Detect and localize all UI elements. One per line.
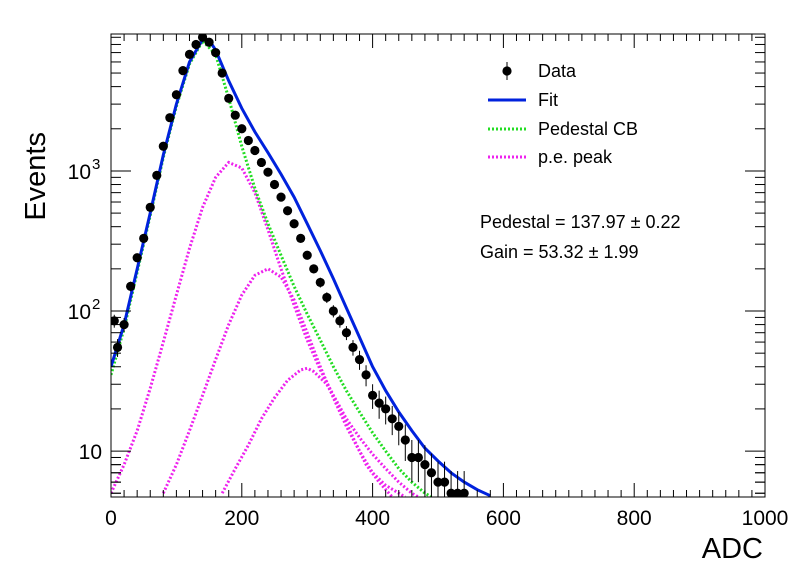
data-point — [158, 141, 168, 151]
data-point — [211, 47, 221, 58]
data-point — [348, 342, 358, 352]
plot-frame — [110, 33, 766, 498]
data-point — [191, 39, 201, 50]
data-point — [250, 145, 260, 156]
legend: Data Fit Pedestal CB p.e. peak — [488, 61, 638, 167]
legend-marker — [502, 66, 512, 76]
series-p-e-peak-2 — [161, 267, 407, 497]
data-point — [341, 328, 352, 338]
legend-item: Data — [502, 61, 577, 81]
data-point — [119, 319, 129, 330]
data-point — [335, 316, 345, 326]
data-point — [413, 452, 423, 463]
data-point — [309, 264, 319, 274]
legend-label: Data — [538, 61, 577, 81]
data-point — [296, 233, 306, 243]
data-point — [381, 404, 391, 414]
x-tick-label: 400 — [355, 507, 390, 530]
data-point — [263, 167, 273, 177]
data-point — [407, 452, 417, 463]
legend-label: Pedestal CB — [538, 119, 638, 139]
data-point — [165, 113, 175, 123]
data-point — [145, 202, 155, 212]
data-point — [184, 49, 195, 59]
data-point — [217, 68, 227, 78]
data-point — [269, 179, 280, 190]
series-p-e-peak-1 — [111, 160, 420, 497]
data-point — [282, 206, 293, 216]
data-point — [178, 66, 188, 76]
x-tick-label: 800 — [617, 507, 652, 530]
data-point — [361, 370, 371, 380]
data-point — [328, 306, 338, 316]
data-point — [276, 192, 286, 202]
data-point — [112, 342, 123, 352]
data-point — [111, 316, 119, 326]
data-point — [315, 277, 325, 288]
data-point — [433, 477, 443, 487]
x-tick-label: 1000 — [742, 507, 789, 530]
y-tick-label: 10 — [79, 441, 102, 464]
x-tick-label: 600 — [486, 507, 521, 530]
data-point — [394, 421, 404, 432]
y-tick-label: 10 — [68, 161, 91, 184]
y-tick-label-exponent: 3 — [92, 156, 100, 173]
data-point — [387, 414, 397, 424]
data-point — [204, 37, 214, 47]
data-point — [224, 93, 234, 103]
data-points-layer — [111, 34, 469, 497]
data-point — [171, 90, 181, 100]
series-fit — [111, 37, 491, 497]
data-point — [400, 435, 410, 445]
curves-layer — [111, 37, 491, 497]
fit-results: Pedestal = 137.97 ± 0.22 Gain = 53.32 ± 1… — [480, 212, 681, 262]
legend-label: p.e. peak — [538, 147, 613, 167]
data-point — [243, 135, 253, 146]
data-point — [426, 468, 437, 478]
data-point — [132, 253, 142, 263]
data-point — [354, 354, 365, 365]
data-point — [237, 124, 247, 134]
data-point — [322, 292, 332, 303]
series-p-e-peak-3 — [220, 366, 394, 497]
data-point — [302, 250, 312, 260]
data-point — [374, 398, 384, 408]
y-tick-label-exponent: 2 — [92, 296, 100, 313]
data-point — [256, 157, 267, 168]
data-point — [439, 477, 450, 487]
legend-item: Fit — [488, 90, 558, 110]
data-point — [420, 460, 430, 470]
y-tick-label: 10 — [68, 301, 91, 324]
x-axis-title: ADC — [702, 533, 763, 565]
x-tick-label: 200 — [224, 507, 259, 530]
legend-label: Fit — [538, 90, 558, 110]
fit-result-text: Gain = 53.32 ± 1.99 — [480, 242, 639, 262]
fit-result-text: Pedestal = 137.97 ± 0.22 — [480, 212, 681, 232]
data-point — [139, 233, 149, 243]
data-point — [368, 390, 378, 400]
legend-item: Pedestal CB — [488, 119, 638, 139]
data-point — [230, 110, 240, 120]
series-pedestal-cb — [111, 38, 433, 497]
data-point — [126, 281, 136, 291]
data-point — [152, 170, 162, 180]
y-axis-title: Events — [20, 132, 52, 221]
data-point — [289, 219, 299, 229]
legend-item: p.e. peak — [488, 147, 613, 167]
x-tick-label: 0 — [105, 507, 117, 530]
